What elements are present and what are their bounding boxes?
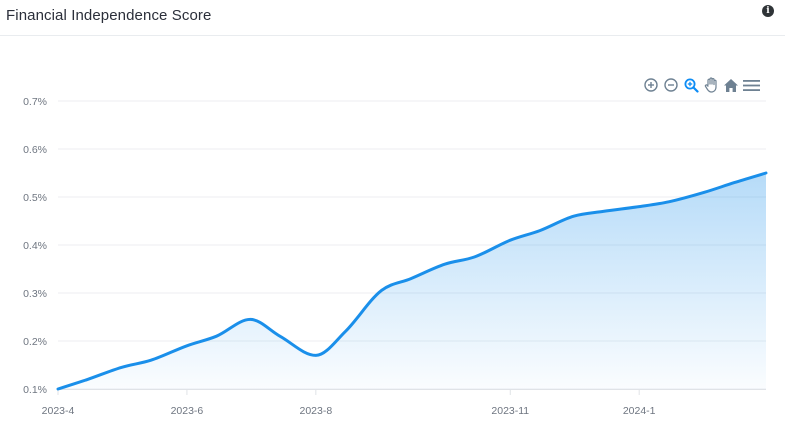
- chart-header: Financial Independence Score i: [0, 0, 785, 36]
- x-tick-label: 2023-11: [491, 405, 529, 417]
- y-tick-label: 0.7%: [23, 96, 47, 108]
- home-reset-icon[interactable]: [721, 75, 741, 95]
- data-point[interactable]: [537, 228, 543, 234]
- data-point[interactable]: [763, 170, 769, 176]
- series-area-fill: [58, 173, 766, 389]
- data-point[interactable]: [277, 333, 283, 339]
- data-point[interactable]: [702, 189, 708, 195]
- data-point[interactable]: [408, 276, 414, 282]
- data-point[interactable]: [148, 357, 154, 363]
- data-point[interactable]: [378, 288, 384, 294]
- y-tick-label: 0.6%: [23, 144, 47, 156]
- data-point[interactable]: [731, 180, 737, 186]
- data-point[interactable]: [214, 333, 220, 339]
- data-point[interactable]: [600, 208, 606, 214]
- y-tick-label: 0.5%: [23, 192, 47, 204]
- series-layer: [55, 170, 769, 392]
- data-point[interactable]: [247, 316, 253, 322]
- info-icon[interactable]: i: [762, 5, 774, 17]
- data-point[interactable]: [85, 376, 91, 382]
- data-point[interactable]: [471, 254, 477, 260]
- data-point[interactable]: [636, 204, 642, 210]
- data-point[interactable]: [507, 237, 513, 243]
- data-point[interactable]: [442, 261, 448, 267]
- data-point[interactable]: [118, 364, 124, 370]
- y-tick-label: 0.3%: [23, 288, 47, 300]
- chart-toolbar: [641, 75, 761, 95]
- menu-icon[interactable]: [741, 75, 761, 95]
- x-tick-label: 2023-4: [42, 405, 75, 417]
- data-point[interactable]: [342, 328, 348, 334]
- chart-title: Financial Independence Score: [6, 7, 212, 24]
- data-point[interactable]: [571, 213, 577, 219]
- y-tick-label: 0.4%: [23, 240, 47, 252]
- x-tick-label: 2023-8: [299, 405, 332, 417]
- zoom-in-icon[interactable]: [641, 75, 661, 95]
- data-point[interactable]: [666, 199, 672, 205]
- selection-zoom-icon[interactable]: [681, 75, 701, 95]
- data-point[interactable]: [184, 343, 190, 349]
- series-line[interactable]: [56, 171, 768, 391]
- axes: 0.1% 0.2% 0.3% 0.4% 0.5% 0.6% 0.7% 2023-4 2023-6…: [23, 96, 766, 417]
- x-tick-label: 2024-1: [623, 405, 656, 417]
- x-tick-label: 2023-6: [171, 405, 204, 417]
- y-tick-label: 0.1%: [23, 384, 47, 396]
- zoom-out-icon[interactable]: [661, 75, 681, 95]
- data-point[interactable]: [313, 352, 319, 358]
- data-point[interactable]: [55, 386, 61, 392]
- pan-hand-icon[interactable]: [701, 75, 721, 95]
- y-tick-label: 0.2%: [23, 336, 47, 348]
